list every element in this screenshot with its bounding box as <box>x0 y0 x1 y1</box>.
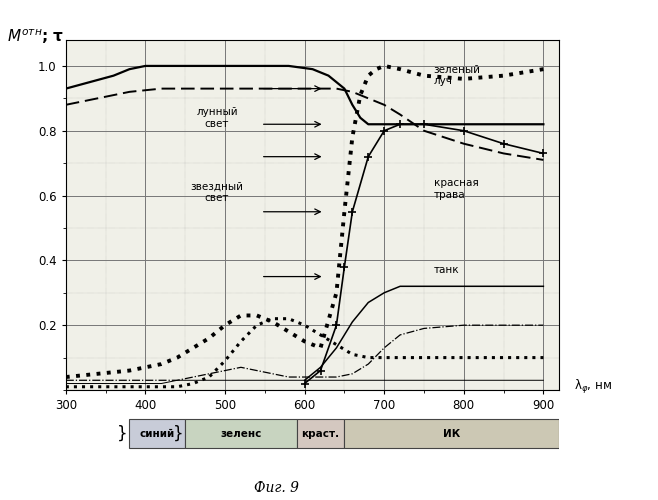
Text: синий: синий <box>139 428 175 439</box>
Text: краст.: краст. <box>301 428 340 439</box>
Text: зеленс: зеленс <box>220 428 262 439</box>
Bar <box>130 419 185 448</box>
Bar <box>344 419 559 448</box>
Text: }: } <box>117 425 128 443</box>
Text: ИК: ИК <box>443 428 461 439</box>
Text: лунный
свет: лунный свет <box>196 107 238 128</box>
Text: красная
трава: красная трава <box>434 178 478 200</box>
Text: звездный
свет: звездный свет <box>191 182 243 203</box>
Text: Фиг. 9: Фиг. 9 <box>254 481 299 495</box>
Text: $M^{отн}$; τ: $M^{отн}$; τ <box>7 28 64 46</box>
Bar <box>185 419 297 448</box>
Text: зеленый
луч: зеленый луч <box>434 65 480 86</box>
Bar <box>297 419 344 448</box>
Text: танк: танк <box>434 265 459 275</box>
Text: λ$_\varphi$, нм: λ$_\varphi$, нм <box>574 378 613 396</box>
Text: }: } <box>173 425 184 443</box>
